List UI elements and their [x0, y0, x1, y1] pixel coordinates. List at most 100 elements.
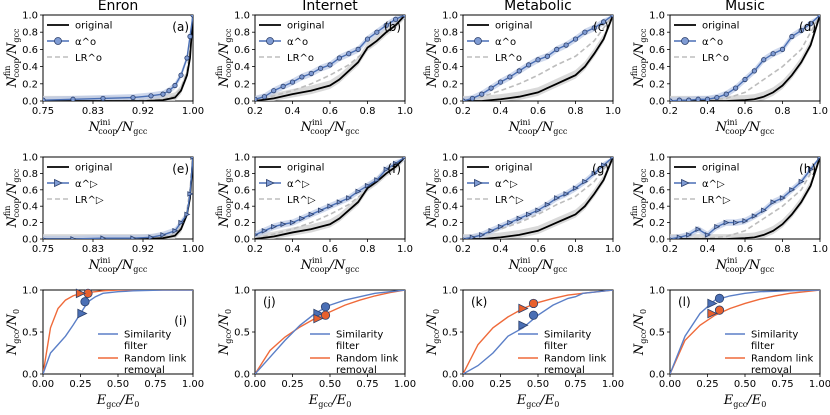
alpha-line — [43, 157, 193, 239]
legend-sim-label-2: filter — [751, 341, 775, 352]
x-tick-label: 0.2 — [662, 106, 678, 117]
x-axis-label: Egcc/E0 — [516, 393, 560, 409]
alpha-marker — [299, 74, 305, 80]
original-line — [670, 15, 820, 101]
legend-original-label: original — [495, 163, 532, 174]
x-tick-label: 1.0 — [605, 244, 621, 255]
legend-alpha-marker — [266, 37, 274, 45]
alpha-marker — [676, 234, 683, 239]
y-tick-label: 1.0 — [234, 11, 250, 22]
legend-original-label: original — [75, 163, 112, 174]
alpha-marker — [714, 223, 721, 230]
y-axis-label: Ngcc/N0 — [632, 309, 648, 356]
alpha-marker — [383, 166, 390, 173]
legend-sim-label-2: filter — [336, 341, 360, 352]
panel-label: (c) — [593, 20, 609, 34]
y-tick-label: 0.2 — [649, 218, 665, 229]
y-axis-label: Nfincoop/Ngcc — [630, 168, 648, 228]
alpha-o-marker — [80, 297, 90, 307]
x-tick-label: 0.75 — [564, 379, 586, 390]
alpha-marker — [184, 55, 190, 61]
y-tick-label: 0.6 — [649, 45, 665, 56]
y-tick-label: 0.4 — [649, 62, 665, 73]
panel-k: 0.00 0.25 0.50 0.75 1.00 0.0 0.5 1.0 Egcc/E0 Ngcc… — [425, 286, 624, 410]
lr-line — [463, 157, 613, 239]
y-tick-label: 1.0 — [649, 153, 665, 164]
alpha-marker — [779, 46, 786, 53]
y-tick-label: 0.8 — [649, 169, 665, 180]
alpha-marker — [289, 79, 296, 85]
alpha-marker — [563, 191, 570, 197]
alpha-marker — [808, 20, 814, 27]
y-tick-label: 0.4 — [442, 202, 458, 213]
y-axis-label: Nfincoop/Ngcc — [630, 28, 648, 88]
alpha-marker — [130, 94, 136, 101]
alpha-marker — [148, 234, 155, 239]
legend-alpha-marker — [54, 37, 62, 45]
legend-sim-label: Similarity — [751, 330, 798, 341]
legend-original-label: original — [702, 21, 739, 32]
alpha-marker — [808, 166, 814, 173]
x-tick-label: 0.25 — [489, 379, 511, 390]
x-axis-label: Nini coop/Ngcc — [300, 118, 360, 136]
alpha-marker — [507, 219, 514, 226]
plot-area — [670, 157, 820, 239]
legend-alpha-label: α^▷ — [287, 179, 310, 190]
legend-alpha-marker — [474, 37, 482, 45]
legend-lr-label: LR^▷ — [702, 195, 731, 206]
panel-j: 0.00 0.25 0.50 0.75 1.00 0.0 0.5 1.0 Egcc/E0 Ngcc… — [217, 286, 416, 410]
lr-o-marker — [528, 298, 539, 309]
x-axis-label: Nini coop/Ngcc — [88, 256, 148, 274]
original-band — [43, 157, 193, 239]
alpha-marker — [70, 96, 76, 101]
panel-label: (b) — [384, 20, 401, 34]
alpha-marker — [610, 15, 613, 18]
y-tick-label: 0.8 — [234, 169, 250, 180]
similarity-line — [463, 290, 613, 374]
column-title: Enron — [98, 0, 139, 14]
alpha-marker — [280, 221, 287, 228]
y-tick-label: 0.4 — [22, 202, 38, 213]
alpha-marker — [187, 33, 193, 40]
original-line — [670, 157, 820, 239]
legend-alpha-marker — [54, 178, 63, 188]
alpha-marker — [346, 51, 352, 57]
alpha-marker — [751, 68, 757, 74]
panel-label: (g) — [592, 162, 609, 176]
x-tick-label: 0.00 — [244, 379, 266, 390]
legend-alpha-label: α^o — [75, 37, 96, 48]
alpha-tri-marker — [518, 320, 529, 331]
alpha-marker — [488, 85, 494, 91]
alpha-line — [670, 15, 820, 101]
legend-alpha-label: α^▷ — [702, 179, 725, 190]
x-tick-label: 1.0 — [397, 106, 413, 117]
panel-label: (e) — [172, 162, 189, 176]
legend-lr-label: LR^o — [75, 53, 102, 64]
x-tick-label: 0.6 — [737, 106, 753, 117]
x-axis-label: Nini coop/Ngcc — [508, 118, 568, 136]
x-tick-label: 0.75 — [356, 379, 378, 390]
x-tick-label: 1.0 — [812, 244, 828, 255]
alpha-marker — [610, 157, 613, 160]
y-tick-label: 0.5 — [22, 328, 38, 339]
legend-rand-label-2: removal — [124, 365, 165, 376]
x-tick-label: 0.4 — [700, 106, 716, 117]
x-tick-label: 0.00 — [452, 379, 474, 390]
lr-tri-marker — [518, 303, 529, 314]
legend-alpha-label: α^o — [702, 37, 723, 48]
alpha-marker — [172, 227, 179, 234]
x-tick-label: 1.00 — [182, 106, 204, 117]
alpha-marker — [463, 98, 466, 101]
legend-original-label: original — [702, 163, 739, 174]
alpha-marker — [695, 226, 702, 232]
x-tick-label: 0.2 — [455, 106, 471, 117]
alpha-marker — [733, 219, 739, 226]
x-tick-label: 0.75 — [32, 106, 54, 117]
legend-lr-label: LR^▷ — [75, 195, 104, 206]
y-tick-label: 1.0 — [649, 11, 665, 22]
legend-lr-label: LR^o — [287, 53, 314, 64]
alpha-marker — [761, 57, 767, 63]
x-tick-label: 1.0 — [397, 244, 413, 255]
y-tick-label: 0.8 — [22, 28, 38, 39]
